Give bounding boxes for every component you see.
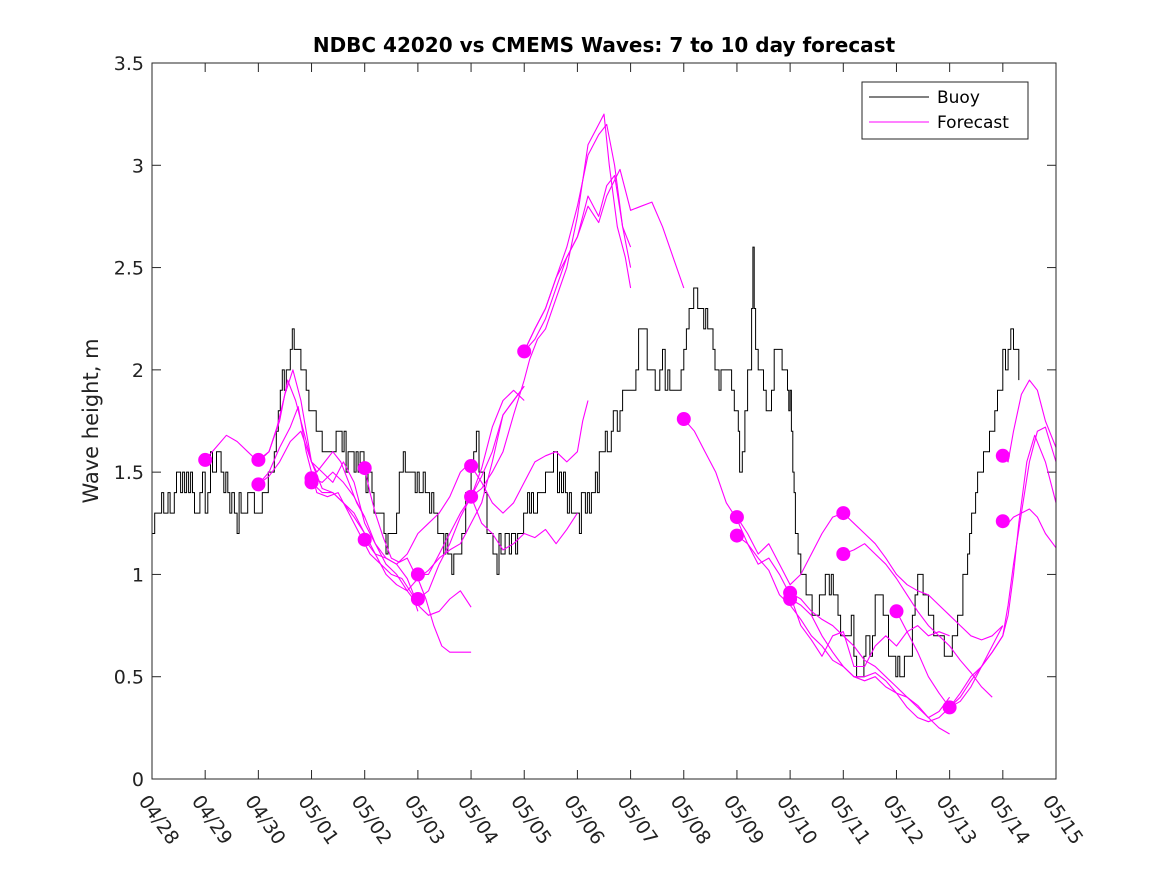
forecast-start-marker [942,700,957,715]
forecast-line [470,113,632,498]
forecast-line [311,461,472,565]
y-tick-label: 1 [132,564,144,586]
forecast-start-marker [729,510,744,525]
forecast-line [523,168,685,352]
forecast-start-marker [836,506,851,521]
forecast-line [204,379,366,518]
forecast-line [257,406,419,612]
legend-box [861,81,1029,140]
forecast-start-marker [357,461,372,476]
forecast-line [789,598,950,723]
forecast-start-marker [304,475,319,490]
legend-buoy-label: Buoy [937,88,980,108]
forecast-start-marker [676,412,691,426]
legend: Buoy Forecast [861,81,1029,140]
forecast-start-marker [357,532,372,547]
forecast-start-marker [410,592,425,606]
forecast-start-marker [410,567,425,582]
legend-forecast-label: Forecast [937,113,1009,133]
forecast-start-marker [251,477,266,492]
forecast-line [258,430,366,534]
forecast-line [683,418,950,668]
chart-title: NDBC 42020 vs CMEMS Waves: 7 to 10 day f… [313,33,896,57]
forecast-start-marker [517,344,532,359]
forecast-series [204,113,1057,735]
forecast-line [736,512,844,586]
forecast-start-marker [783,592,798,606]
y-tick-label: 1.5 [114,462,144,484]
y-axis-tick-labels: 0 0.5 1 1.5 2 2.5 3 3.5 [114,53,144,791]
forecast-line [843,543,993,698]
forecast-line [470,400,589,514]
forecast-start-marker [464,489,479,504]
forecast-line [842,512,1004,641]
forecast-start-marker [995,448,1010,463]
y-tick-label: 0.5 [114,667,144,689]
y-tick-label: 3.5 [114,53,144,75]
forecast-line [311,471,472,616]
buoy-series [152,246,1020,678]
y-tick-label: 2 [132,360,144,382]
buoy-line [152,246,1020,678]
y-axis-label: Wave height, m [79,338,103,503]
axis-ticks [151,62,1057,780]
forecast-start-marker [889,604,904,619]
y-tick-label: 3 [132,155,144,177]
forecast-markers [198,344,1010,715]
forecast-start-marker [729,528,744,543]
forecast-start-marker [198,452,213,467]
y-tick-label: 0 [132,769,144,791]
plot-frame [151,62,1057,780]
plot-area [152,63,1056,779]
y-tick-label: 2.5 [114,258,144,280]
forecast-start-marker [995,514,1010,529]
forecast-start-marker [251,452,266,467]
forecast-line [949,426,1057,708]
forecast-line [523,174,632,352]
forecast-start-marker [836,547,851,561]
forecast-line [470,496,578,551]
forecast-line [789,592,951,719]
forecast-start-marker [464,459,479,473]
forecast-line [949,434,1057,708]
